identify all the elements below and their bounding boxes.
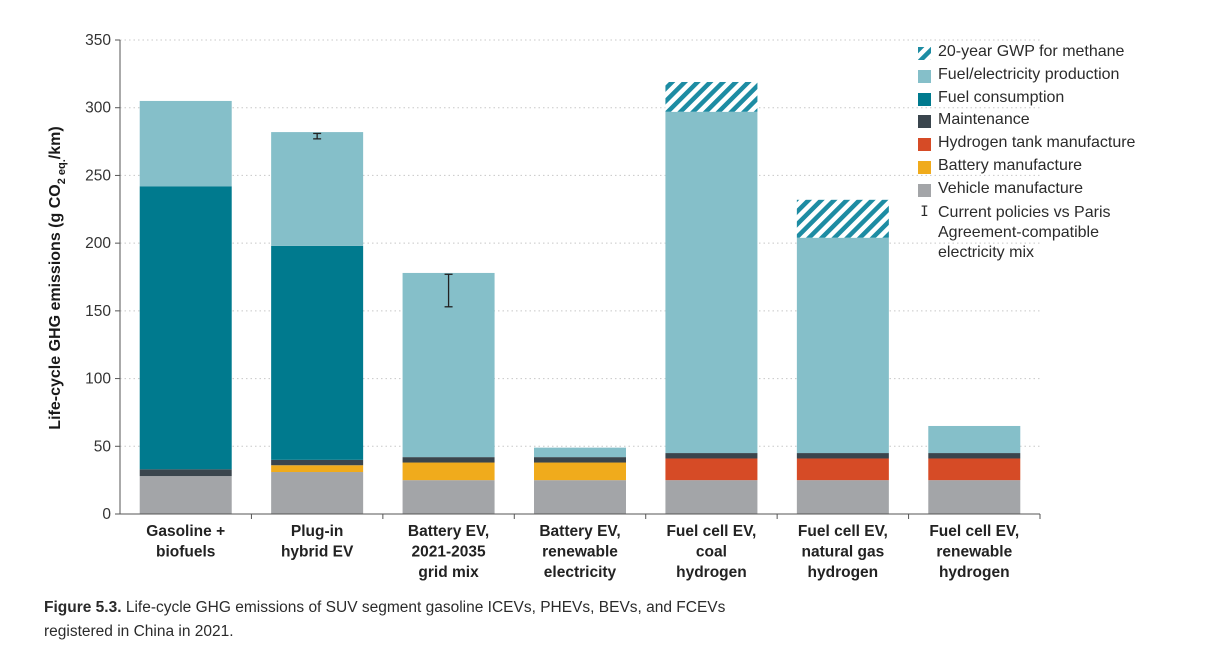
caption-label: Figure 5.3. <box>44 599 122 616</box>
bar-segment-fuel-electricity-production <box>534 447 626 458</box>
bar-segment-fuel-consumption <box>139 186 232 470</box>
y-tick-label: 150 <box>85 303 111 320</box>
error-bars <box>313 132 453 308</box>
bar-segment-fuel-consumption <box>271 245 364 460</box>
legend-label: Battery manufacture <box>938 156 1083 174</box>
bar-segment-maintenance <box>928 453 1021 459</box>
bars <box>139 81 1021 514</box>
bar-segment-battery-manufacture <box>271 465 364 473</box>
category-label: hybrid EV <box>281 544 354 561</box>
category-label: hydrogen <box>676 564 747 581</box>
category-label: biofuels <box>156 544 215 561</box>
y-tick-label: 0 <box>102 506 111 523</box>
swatch <box>918 138 931 152</box>
hatch-swatch <box>918 47 931 60</box>
legend-item-methane: 20-year GWP for methane <box>918 43 1198 66</box>
bar-segment-vehicle-manufacture <box>534 480 626 514</box>
legend-item-fuel-production: Fuel/electricity production <box>918 66 1198 89</box>
legend-item-fuel-consumption: Fuel consumption <box>918 89 1198 112</box>
bar-segment-fuel-electricity-production <box>139 100 232 187</box>
swatch <box>918 160 931 174</box>
y-axis-label: Life-cycle GHG emissions (g CO2 eq./km) <box>47 126 68 429</box>
gridlines <box>120 39 1040 447</box>
legend-label: Maintenance <box>938 111 1030 129</box>
category-label: Fuel cell EV, <box>798 523 888 540</box>
bar-segment-fuel-electricity-production <box>796 237 889 454</box>
bar-segment-maintenance <box>402 457 495 463</box>
category-label: coal <box>696 544 727 561</box>
category-label: renewable <box>936 544 1012 561</box>
category-label: Gasoline + <box>146 523 225 540</box>
bar-segment-maintenance <box>139 469 232 477</box>
y-tick-label: 250 <box>85 167 111 184</box>
bar-segment-battery-manufacture <box>534 462 626 481</box>
bar-segment-maintenance <box>271 459 364 466</box>
caption-text: Life-cycle GHG emissions of SUV segment … <box>121 599 726 616</box>
bar-segment-battery-manufacture <box>402 462 495 481</box>
bar-segment-hydrogen-tank-manufacture <box>665 458 758 481</box>
bar-segment-fuel-electricity-production <box>665 111 758 454</box>
category-label: Fuel cell EV, <box>666 523 756 540</box>
legend-item-error-bar: I Current policies vs Paris Agreement-co… <box>918 203 1198 263</box>
bar-segment-vehicle-manufacture <box>796 480 889 514</box>
caption-text-line2: registered in China in 2021. <box>44 623 234 640</box>
y-tick-labels: 0 50 100 150 200 250 300 350 <box>85 32 111 523</box>
legend-label: Hydrogen tank manufacture <box>938 134 1136 152</box>
bar-segment-fuel-electricity-production <box>928 425 1021 454</box>
category-label: hydrogen <box>808 564 879 581</box>
swatch <box>918 69 931 83</box>
bar-segment-maintenance <box>534 457 626 463</box>
swatch <box>918 92 931 106</box>
category-label: Fuel cell EV, <box>929 523 1019 540</box>
legend-line: Current policies vs Paris <box>938 203 1111 221</box>
category-label: renewable <box>542 544 618 561</box>
y-tick-label: 100 <box>85 371 111 388</box>
bar-segment-hydrogen-tank-manufacture <box>796 458 889 481</box>
legend: 20-year GWP for methane Fuel/electricity… <box>918 43 1198 263</box>
legend-line: electricity mix <box>938 243 1035 261</box>
y-tick-label: 200 <box>85 235 111 252</box>
category-label: 2021-2035 <box>412 544 487 561</box>
legend-line: Agreement-compatible <box>938 223 1099 241</box>
y-tick-label: 300 <box>85 100 111 117</box>
bar-segment-vehicle-manufacture <box>271 472 364 514</box>
category-labels: Gasoline + biofuels Plug-in hybrid EV Batter… <box>146 523 1019 581</box>
swatch <box>918 115 931 129</box>
legend-label: Fuel consumption <box>938 88 1065 106</box>
legend-label: 20-year GWP for methane <box>938 43 1125 60</box>
axes <box>115 39 1041 519</box>
bar-segment-vehicle-manufacture <box>402 480 495 514</box>
legend-item-maintenance: Maintenance <box>918 111 1198 134</box>
swatch <box>918 183 931 197</box>
category-label: hydrogen <box>939 564 1010 581</box>
category-label: Battery EV, <box>539 523 620 540</box>
legend-label: Fuel/electricity production <box>938 65 1120 83</box>
category-label: electricity <box>544 564 617 581</box>
category-label: grid mix <box>418 564 479 581</box>
legend-item-vehicle: Vehicle manufacture <box>918 180 1198 203</box>
y-tick-label: 50 <box>94 438 112 455</box>
y-tick-label: 350 <box>85 32 111 49</box>
legend-item-hydrogen-tank: Hydrogen tank manufacture <box>918 134 1198 157</box>
bar-segment-vehicle-manufacture <box>928 480 1021 514</box>
category-label: Battery EV, <box>408 523 489 540</box>
ghg-emissions-chart: 0 50 100 150 200 250 300 350 Gasoline + biofuels… <box>47 32 1041 581</box>
legend-item-battery: Battery manufacture <box>918 157 1198 180</box>
bar-segment-maintenance <box>796 453 889 459</box>
error-bar-legend-text: Current policies vs Paris Agreement-comp… <box>938 203 1178 263</box>
bar-segment-vehicle-manufacture <box>665 480 758 514</box>
figure-caption: Figure 5.3. Life-cycle GHG emissions of … <box>44 596 944 644</box>
category-label: Plug-in <box>291 523 344 540</box>
bar-segment-vehicle-manufacture <box>139 476 232 514</box>
bar-segment-20-year-gwp-for-methane <box>796 199 889 238</box>
category-label: natural gas <box>802 544 885 561</box>
error-bar-icon: I <box>920 203 929 220</box>
legend-label: Vehicle manufacture <box>938 179 1083 197</box>
bar-segment-hydrogen-tank-manufacture <box>928 458 1021 481</box>
bar-segment-maintenance <box>665 453 758 459</box>
bar-segment-20-year-gwp-for-methane <box>665 81 758 112</box>
bar-segment-fuel-electricity-production <box>271 132 364 246</box>
